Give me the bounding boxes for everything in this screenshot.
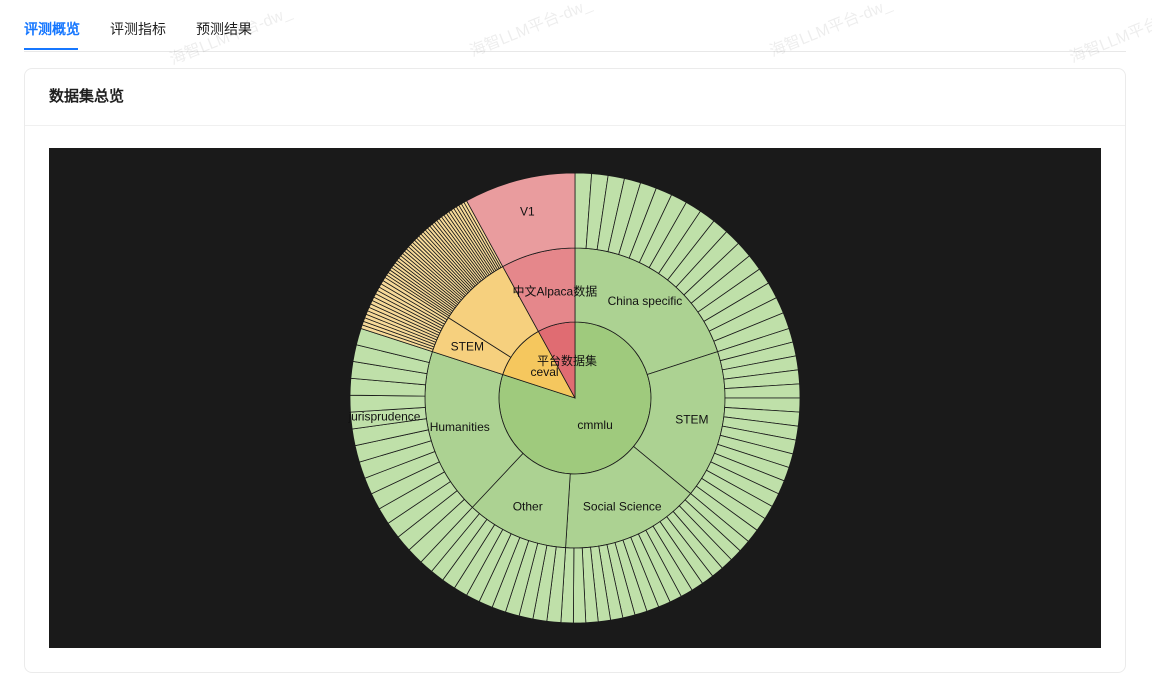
sunburst-segment-label: STEM <box>451 340 484 354</box>
sunburst-slice-label: cmmlu <box>577 418 612 432</box>
card-title: 数据集总览 <box>49 88 125 105</box>
sunburst-root-label: 平台数据集 <box>537 353 597 368</box>
sunburst-segment-label: Humanities <box>430 420 490 434</box>
tab-bar: 评测概览 评测指标 预测结果 <box>24 0 1126 52</box>
sunburst-leaf-label: jurisprudence <box>347 409 420 423</box>
sunburst-chart-container: China specific STEM Social Science Other jur… <box>49 148 1101 648</box>
sunburst-segment-label: STEM <box>675 412 708 426</box>
tab-predictions[interactable]: 预测结果 <box>196 21 252 37</box>
tab-overview[interactable]: 评测概览 <box>24 21 80 37</box>
sunburst-slice-label: ceval <box>531 365 559 379</box>
sunburst-segment-label: 中文Alpaca数据 <box>513 284 598 299</box>
sunburst-segment-label: Social Science <box>583 499 662 513</box>
tab-metrics[interactable]: 评测指标 <box>110 21 166 37</box>
dataset-overview-card: 数据集总览 China specific STEM Social Science Ot… <box>24 68 1126 673</box>
active-tab-indicator <box>24 48 78 50</box>
card-header: 数据集总览 <box>25 69 1125 126</box>
sunburst-segment-label: China specific <box>608 294 683 308</box>
sunburst-chart: China specific STEM Social Science Other jur… <box>347 172 801 624</box>
sunburst-leaf-label: V1 <box>520 205 535 219</box>
sunburst-segment-label: Other <box>513 499 543 513</box>
sunburst-leaf-2-0-0[interactable] <box>466 172 576 268</box>
